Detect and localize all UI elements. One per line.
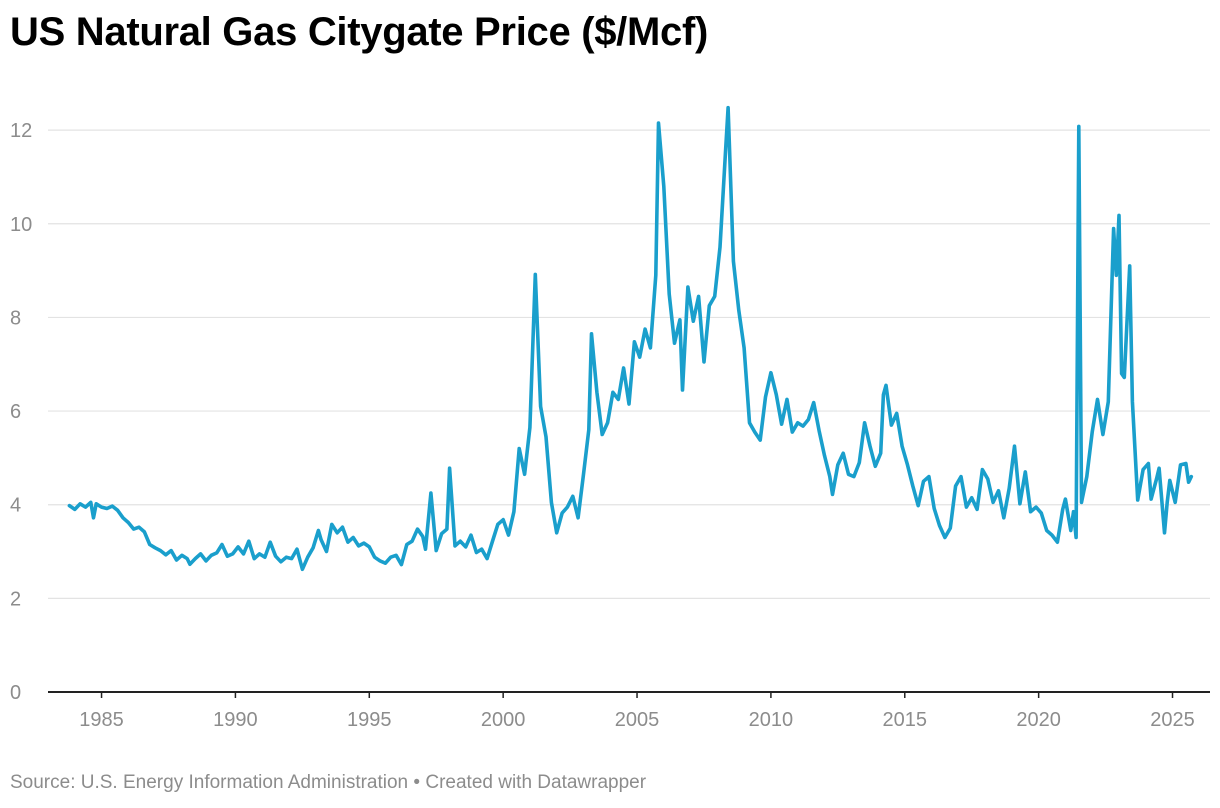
y-tick-label-0: 0 <box>10 682 21 704</box>
y-tick-label-8: 8 <box>10 307 21 329</box>
x-tick-label-2020: 2020 <box>1016 709 1061 731</box>
x-tick-label-1985: 1985 <box>79 709 124 731</box>
x-tick-label-2015: 2015 <box>883 709 928 731</box>
datawrapper-credit: Created with Datawrapper <box>425 772 647 793</box>
y-axis-tick-labels: 0 2 4 6 8 10 12 <box>10 120 32 704</box>
y-tick-label-10: 10 <box>10 214 32 236</box>
x-axis-tick-labels: 1985 1990 1995 2000 2005 2010 2015 2020 2025 <box>79 692 1195 731</box>
y-tick-label-2: 2 <box>10 588 21 610</box>
grid-lines <box>48 129 1210 599</box>
x-tick-label-1995: 1995 <box>347 709 392 731</box>
series-layer <box>67 105 1194 572</box>
y-tick-label-4: 4 <box>10 495 21 517</box>
x-tick-label-2005: 2005 <box>615 709 660 731</box>
y-tick-label-6: 6 <box>10 401 21 423</box>
series-line-citygate-price <box>67 105 1194 572</box>
chart-footer: Source: U.S. Energy Information Administ… <box>10 772 646 794</box>
x-tick-label-2010: 2010 <box>749 709 794 731</box>
x-tick-label-2000: 2000 <box>481 709 526 731</box>
source-note: Source: U.S. Energy Information Administ… <box>10 772 409 793</box>
x-tick-label-2025: 2025 <box>1150 709 1195 731</box>
y-tick-label-12: 12 <box>10 120 32 142</box>
x-tick-label-1990: 1990 <box>213 709 258 731</box>
chart-title: US Natural Gas Citygate Price ($/Mcf) <box>10 10 709 54</box>
footer-separator: • <box>408 772 426 793</box>
